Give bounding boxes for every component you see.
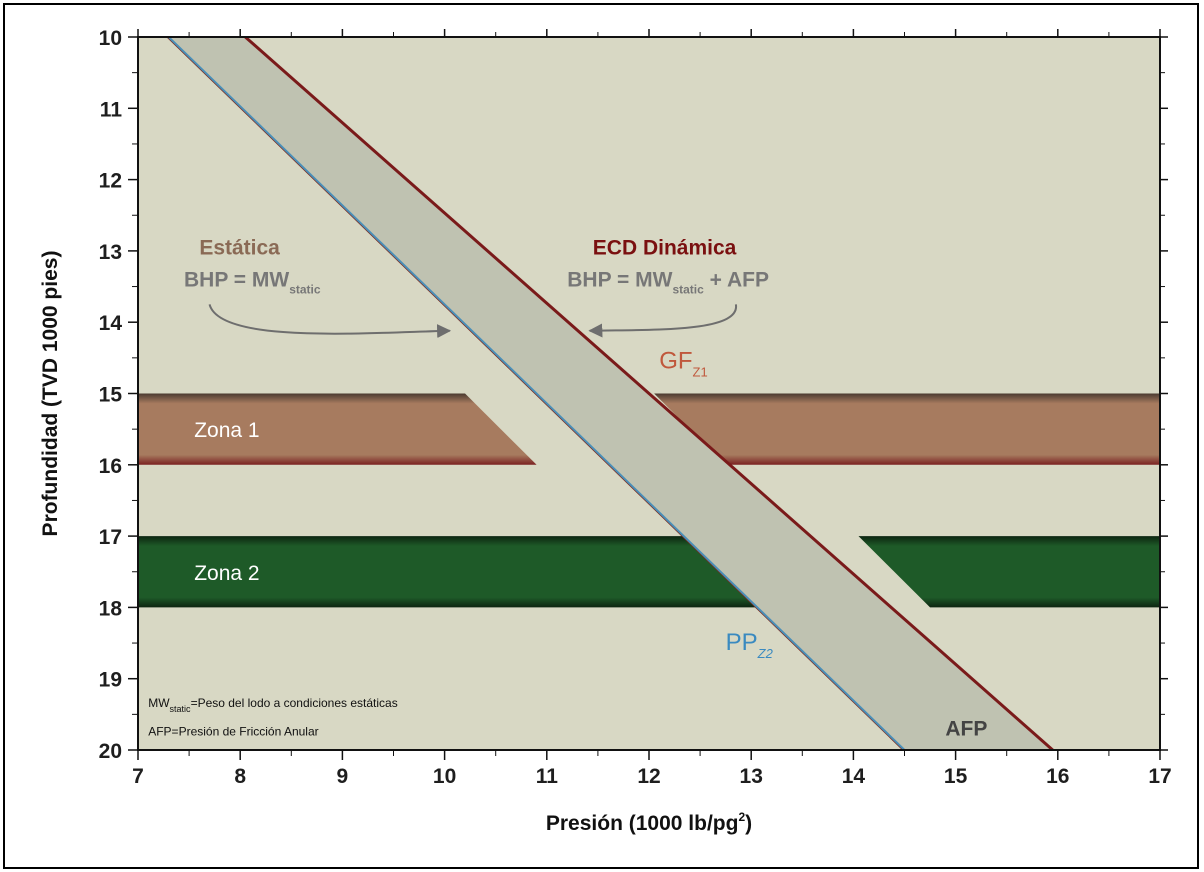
y-tick-label: 10 (99, 27, 122, 50)
pp-z2-label: PPZ2 (726, 629, 774, 661)
x-tick-label: 16 (1046, 765, 1069, 788)
x-tick-label: 15 (944, 765, 968, 788)
x-tick-label: 10 (433, 765, 456, 788)
dynamic-formula: BHP = MWstatic + AFP (567, 269, 769, 297)
zone-2-label: Zona 2 (194, 562, 259, 585)
static-title: Estática (199, 236, 280, 259)
y-tick-label: 12 (99, 170, 122, 193)
static-arrow (208, 304, 452, 339)
x-tick-label: 9 (337, 765, 349, 788)
y-tick-label: 18 (99, 597, 123, 620)
x-axis-title: Presión (1000 lb/pg2) (546, 810, 752, 835)
zone-1-right (654, 393, 1160, 465)
y-axis-title: Profundidad (TVD 1000 pies) (39, 251, 62, 537)
y-tick-label: 14 (99, 312, 123, 335)
zone-2-right (858, 536, 1160, 608)
zone-2-left (138, 536, 757, 608)
y-tick-label: 20 (99, 740, 122, 763)
static-bhp-line (167, 37, 906, 750)
afp-label: AFP (945, 718, 987, 741)
static-formula: BHP = MWstatic (184, 269, 321, 297)
zone-1-left (138, 393, 537, 465)
x-tick-label: 13 (740, 765, 763, 788)
zones-layer (138, 393, 1160, 608)
dynamic-arrow (588, 304, 737, 338)
y-tick-label: 16 (99, 455, 122, 478)
x-tick-label: 11 (536, 765, 559, 788)
pressure-depth-chart: 7 8 9 10 11 12 13 14 15 16 17 10 11 12 13 14 15 16 17 18 19 2… (39, 27, 1172, 835)
y-tick-label: 13 (99, 241, 122, 264)
dynamic-title: ECD Dinámica (593, 236, 737, 259)
lines-layer (166, 37, 1054, 750)
afp-band (168, 37, 1053, 750)
footnote-afp: AFP=Presión de Fricción Anular (148, 725, 318, 739)
x-tick-label: 7 (132, 765, 144, 788)
gf-z1-label: GFZ1 (659, 348, 708, 380)
figure-frame: 7 8 9 10 11 12 13 14 15 16 17 10 11 12 13 14 15 16 17 18 19 2… (3, 3, 1199, 869)
x-tick-label: 12 (637, 765, 660, 788)
x-tick-label: 17 (1148, 765, 1171, 788)
arrows-layer (208, 304, 737, 339)
x-tick-label: 8 (234, 765, 246, 788)
footnote-mw-static: MWstatic=Peso del lodo a condiciones est… (148, 696, 397, 714)
ticks-layer: 7 8 9 10 11 12 13 14 15 16 17 10 11 12 13 14 15 16 17 18 19 2… (99, 27, 1172, 788)
band-layer (168, 37, 1053, 750)
y-tick-label: 15 (99, 384, 123, 407)
x-tick-label: 14 (842, 765, 866, 788)
y-tick-label: 17 (99, 526, 122, 549)
y-tick-label: 11 (100, 98, 123, 121)
dynamic-ecd-line (244, 37, 1054, 750)
y-tick-label: 19 (99, 669, 122, 692)
zone-1-label: Zona 1 (194, 419, 259, 442)
